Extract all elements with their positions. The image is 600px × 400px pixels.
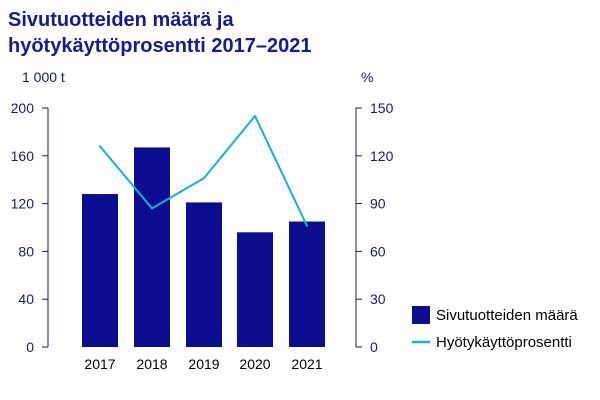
right-axis-unit: % [361,69,373,85]
bar-2021 [289,221,325,347]
left-tick-label: 120 [11,196,35,212]
chart-title-line-1: Sivutuotteiden määrä ja [8,9,234,31]
legend-bar-label: Sivutuotteiden määrä [436,307,578,324]
right-tick-label: 120 [370,148,394,164]
right-axis: 0 30 60 90 120 150 [355,100,394,355]
left-tick-label: 160 [11,148,35,164]
line-point-2017 [99,145,101,148]
line-point-2021 [306,224,308,227]
legend-line-label: Hyötykäyttöprosentti [436,334,572,351]
right-tick-label: 60 [370,243,386,259]
right-tick-label: 90 [370,196,386,212]
category-label-2018: 2018 [136,356,167,372]
right-tick-label: 0 [370,339,378,355]
category-label-2019: 2019 [188,356,219,372]
right-tick-label: 150 [370,100,394,116]
line-series [99,114,308,227]
line-point-2020 [254,114,256,117]
line-point-2019 [203,177,205,180]
category-label-2020: 2020 [239,356,270,372]
category-labels: 2017 2018 2019 2020 2021 [84,356,322,372]
left-tick-label: 80 [18,243,34,259]
legend-bar-swatch [412,306,430,324]
bar-2020 [237,232,273,347]
left-tick-label: 40 [18,291,34,307]
chart-title-line-2: hyötykäyttöprosentti 2017–2021 [8,35,311,57]
bar-series [82,147,325,347]
legend: Sivutuotteiden määrä Hyötykäyttöprosentt… [412,306,578,351]
left-axis: 0 40 80 120 160 200 [11,100,49,355]
line-point-2018 [151,207,153,210]
bar-2019 [186,202,222,347]
left-tick-label: 200 [11,100,35,116]
category-label-2017: 2017 [84,356,115,372]
left-tick-label: 0 [26,339,34,355]
bar-2017 [82,194,118,347]
bar-2018 [134,147,170,347]
right-tick-label: 30 [370,291,386,307]
left-axis-unit: 1 000 t [22,69,65,85]
category-label-2021: 2021 [291,356,322,372]
